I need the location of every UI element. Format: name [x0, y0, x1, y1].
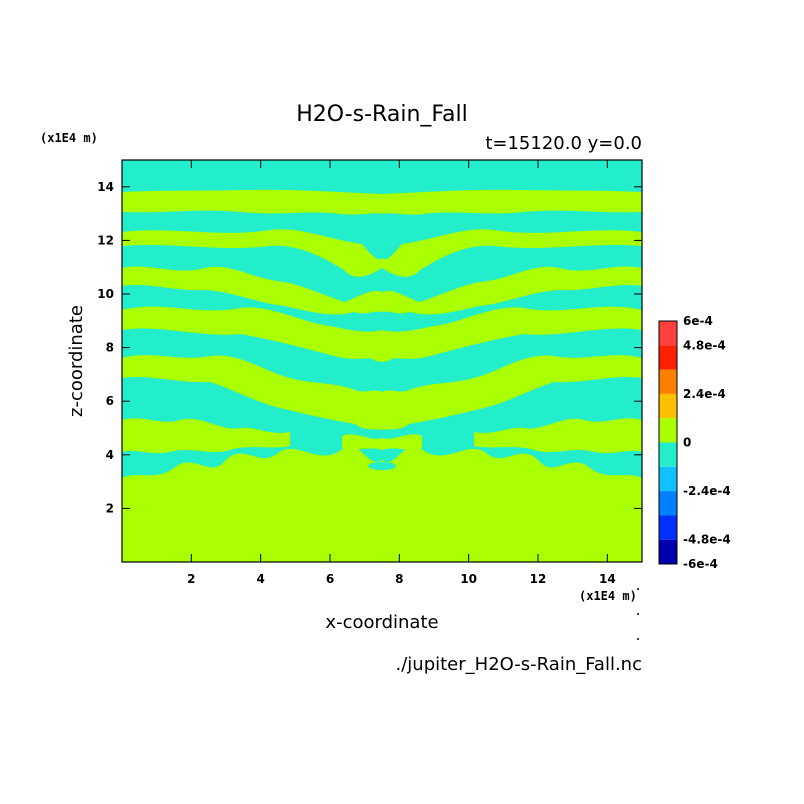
- y-tick-label: 2: [106, 501, 114, 515]
- plot-frame: [121, 159, 643, 563]
- colorbar-label: -4.8e-4: [683, 533, 731, 547]
- colorbar-label: -2.4e-4: [683, 484, 731, 498]
- x-tick-label: 14: [599, 572, 616, 586]
- x-tick-label: 10: [460, 572, 477, 586]
- y-tick-label: 14: [97, 180, 114, 194]
- colorbar: 6e-4 4.8e-4 2.4e-4 0 -2.4e-4 -4.8e-4 -6e-4: [658, 314, 731, 571]
- x-tick-label: 8: [395, 572, 403, 586]
- x-unit-label: (x1E4 m): [579, 589, 637, 603]
- x-tick-label: 6: [326, 572, 334, 586]
- plot-field: [122, 160, 642, 562]
- field-region-top: [122, 160, 642, 194]
- colorbar-band: [659, 321, 677, 346]
- colorbar-band: [659, 345, 677, 370]
- y-tick-label: 4: [106, 448, 114, 462]
- field-island: [368, 462, 396, 470]
- y-tick-label: 10: [97, 287, 114, 301]
- colorbar-label: 4.8e-4: [683, 338, 726, 352]
- x-tick-label: 2: [187, 572, 195, 586]
- field-streak: [122, 266, 642, 315]
- colorbar-band: [659, 539, 677, 564]
- chart-title: H2O-s-Rain_Fall: [296, 102, 468, 127]
- field-streak: [122, 355, 642, 430]
- marker-dot: [637, 638, 639, 640]
- field-streak: [342, 434, 422, 450]
- z-unit-label: (x1E4 m): [40, 131, 98, 145]
- field-streak: [122, 306, 642, 360]
- y-tick-label: 8: [106, 341, 114, 355]
- marker-dot: [637, 588, 639, 590]
- colorbar-band: [659, 442, 677, 467]
- field-streak: [122, 229, 642, 277]
- colorbar-band: [659, 393, 677, 419]
- colorbar-band: [659, 491, 677, 516]
- y-tick-label: 6: [106, 394, 114, 408]
- source-file: ./jupiter_H2O-s-Rain_Fall.nc: [396, 654, 643, 675]
- colorbar-band: [659, 515, 677, 540]
- field-island: [123, 460, 167, 472]
- x-tick-label: 12: [530, 572, 547, 586]
- colorbar-band: [659, 466, 677, 492]
- field-island: [597, 460, 641, 472]
- colorbar-band: [659, 369, 677, 394]
- field-blob: [366, 334, 398, 362]
- field-streak: [474, 418, 642, 454]
- y-axis-label: z-coordinate: [66, 305, 87, 417]
- colorbar-label: 2.4e-4: [683, 387, 726, 401]
- colorbar-label: -6e-4: [683, 557, 718, 571]
- colorbar-frame: [658, 320, 678, 565]
- field-streak: [122, 418, 290, 454]
- colorbar-label: 6e-4: [683, 314, 713, 328]
- y-tick-label: 12: [97, 233, 114, 247]
- y-axis: 2 4 6 8 10 12 14: [97, 180, 642, 515]
- chart-subtitle: t=15120.0 y=0.0: [485, 133, 642, 154]
- colorbar-band: [659, 418, 677, 443]
- colorbar-label: 0: [683, 436, 691, 450]
- x-tick-label: 4: [256, 572, 264, 586]
- x-axis: 2 4 6 8 10 12 14: [187, 160, 616, 586]
- x-axis-label: x-coordinate: [325, 612, 438, 633]
- marker-dot: [637, 613, 639, 615]
